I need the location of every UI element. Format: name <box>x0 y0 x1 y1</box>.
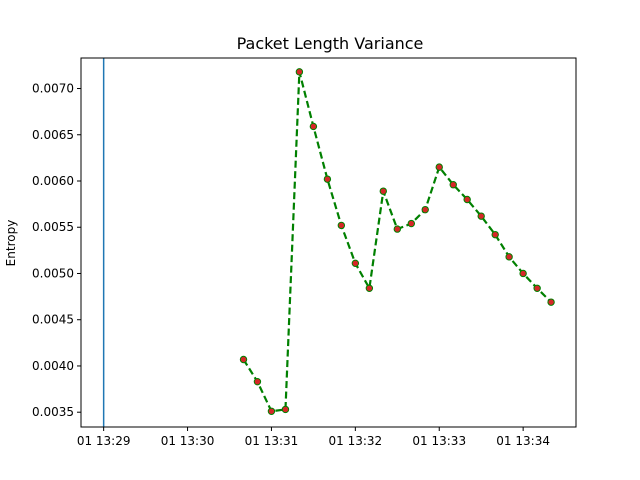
x-tick-label: 01 13:31 <box>245 434 299 448</box>
y-tick-label: 0.0040 <box>32 359 74 373</box>
data-point <box>379 187 387 195</box>
plot-area: 01 13:29 01 13:30 01 13:31 01 13:32 01 13:33… <box>32 58 555 448</box>
data-point <box>435 163 443 171</box>
data-point <box>295 68 304 76</box>
data-point <box>267 407 276 415</box>
data-point <box>505 253 513 261</box>
y-tick-label: 0.0045 <box>32 313 74 327</box>
data-point <box>337 221 346 230</box>
y-tick-label: 0.0065 <box>32 128 74 142</box>
x-tick-label: 01 13:29 <box>77 434 131 448</box>
y-tick-label: 0.0050 <box>32 266 74 280</box>
data-point <box>281 405 290 414</box>
data-point <box>421 205 429 214</box>
data-point <box>393 225 401 233</box>
x-tick-label: 01 13:33 <box>412 434 466 448</box>
data-point <box>477 212 485 220</box>
data-point <box>449 180 457 189</box>
data-point <box>491 230 499 239</box>
y-tick-label: 0.0060 <box>32 174 74 188</box>
y-tick-label: 0.0070 <box>32 82 74 96</box>
data-point <box>323 175 332 183</box>
axes-frame <box>80 57 577 428</box>
data-point <box>351 259 360 268</box>
data-point <box>547 298 555 306</box>
data-point <box>519 269 527 278</box>
data-point <box>407 219 416 228</box>
y-tick-label: 0.0035 <box>32 405 74 419</box>
data-point <box>463 195 471 204</box>
data-point <box>239 355 248 364</box>
chart-title: Packet Length Variance <box>237 34 424 53</box>
data-point <box>309 122 318 131</box>
x-tick-label: 01 13:30 <box>161 434 215 448</box>
data-point <box>253 377 262 386</box>
data-point <box>365 284 374 292</box>
y-axis-label: Entropy <box>4 220 18 267</box>
x-tick-label: 01 13:34 <box>496 434 550 448</box>
x-tick-label: 01 13:32 <box>329 434 383 448</box>
y-tick-label: 0.0055 <box>32 220 74 234</box>
data-point <box>533 284 541 292</box>
